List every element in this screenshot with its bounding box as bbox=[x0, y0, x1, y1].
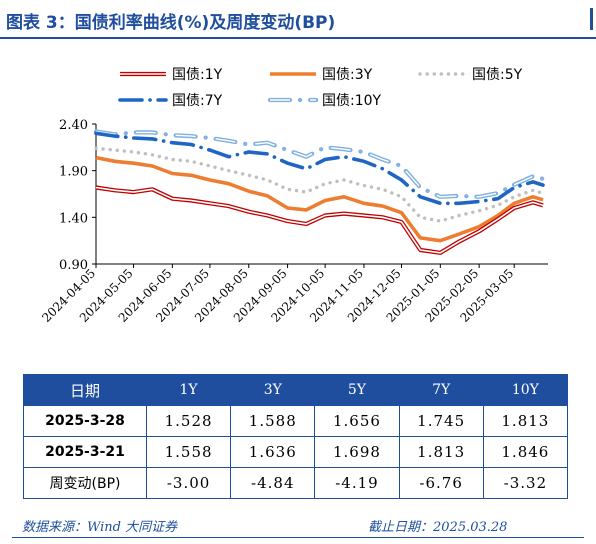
table-cell: 1.745 bbox=[398, 405, 484, 437]
y-tick-label: 1.90 bbox=[59, 165, 88, 180]
y-tick-label: 0.90 bbox=[59, 258, 88, 273]
title-underline bbox=[0, 37, 596, 39]
table-cell: -3.32 bbox=[482, 467, 569, 499]
legend-label-y5: 国债:5Y bbox=[472, 67, 523, 83]
table-cell: 1.813 bbox=[482, 405, 569, 437]
series-line-y1-inner bbox=[95, 186, 544, 254]
title-accent-mark bbox=[590, 8, 593, 30]
table-header-row: 日期 1Y 3Y 5Y 7Y 10Y bbox=[23, 374, 569, 406]
table-header-7y: 7Y bbox=[398, 374, 484, 406]
footer-line bbox=[12, 537, 584, 538]
yield-curve-chart: 国债:1Y 国债:3Y 国债:5Y 国债:7Y 国债:10Y 2.40 1.90 1.40 0… bbox=[39, 67, 548, 325]
legend-label-y10: 国债:10Y bbox=[322, 93, 382, 109]
chart-legend: 国债:1Y 国债:3Y 国债:5Y 国债:7Y 国债:10Y bbox=[118, 67, 523, 109]
series-line-y10-inner bbox=[95, 130, 544, 198]
table-header-3y: 3Y bbox=[230, 374, 316, 406]
row-label: 2025-3-28 bbox=[23, 405, 147, 437]
table-header-10y: 10Y bbox=[482, 374, 569, 406]
legend-item-y1: 国债:1Y bbox=[120, 67, 223, 83]
plot-area: 2.401.901.400.902024-04-052024-05-052024… bbox=[39, 118, 548, 325]
table-row: 周变动(BP) -3.00 -4.84 -4.19 -6.76 -3.32 bbox=[23, 467, 569, 499]
y-tick-label: 2.40 bbox=[59, 118, 88, 133]
table-cell: -4.84 bbox=[230, 467, 316, 499]
series-line-y5 bbox=[94, 146, 545, 223]
table-cell: -4.19 bbox=[314, 467, 400, 499]
table-cell: -6.76 bbox=[398, 467, 484, 499]
legend-item-y5: 国债:5Y bbox=[418, 67, 523, 83]
table-row: 2025-3-21 1.558 1.636 1.698 1.813 1.846 bbox=[23, 436, 569, 468]
table-header-date: 日期 bbox=[23, 374, 147, 406]
legend-item-y10: 国债:10Y bbox=[267, 93, 382, 109]
row-label: 2025-3-21 bbox=[23, 436, 147, 468]
row-label: 周变动(BP) bbox=[23, 467, 147, 499]
legend-label-y1: 国债:1Y bbox=[172, 67, 223, 83]
table-cell: 1.588 bbox=[230, 405, 316, 437]
cutoff-date: 截止日期：2025.03.28 bbox=[368, 520, 508, 535]
legend-label-y7: 国债:7Y bbox=[172, 93, 223, 109]
table-cell: 1.558 bbox=[145, 436, 232, 468]
table-cell: -3.00 bbox=[145, 467, 232, 499]
table-cell: 1.636 bbox=[230, 436, 316, 468]
series-line-y3 bbox=[95, 155, 544, 243]
series-line-y7 bbox=[94, 131, 545, 206]
table-cell: 1.846 bbox=[482, 436, 569, 468]
title-bar: 图表 3：国债利率曲线(%)及周度变动(BP) bbox=[0, 0, 596, 40]
table-row: 2025-3-28 1.528 1.588 1.656 1.745 1.813 bbox=[23, 405, 569, 437]
yield-table: 日期 1Y 3Y 5Y 7Y 10Y 2025-3-28 1.528 1.588… bbox=[23, 374, 569, 499]
data-source: 数据来源：Wind 大同证券 bbox=[22, 520, 178, 535]
legend-item-y7: 国债:7Y bbox=[118, 93, 223, 109]
y-tick-label: 1.40 bbox=[59, 211, 88, 226]
table-cell: 1.656 bbox=[314, 405, 400, 437]
legend-item-y3: 国债:3Y bbox=[270, 67, 373, 83]
table-header-5y: 5Y bbox=[314, 374, 400, 406]
table-cell: 1.698 bbox=[314, 436, 400, 468]
table-cell: 1.528 bbox=[145, 405, 232, 437]
legend-label-y3: 国债:3Y bbox=[322, 67, 373, 83]
table-header-1y: 1Y bbox=[145, 374, 232, 406]
table-cell: 1.813 bbox=[398, 436, 484, 468]
page-title: 图表 3：国债利率曲线(%)及周度变动(BP) bbox=[6, 13, 336, 33]
